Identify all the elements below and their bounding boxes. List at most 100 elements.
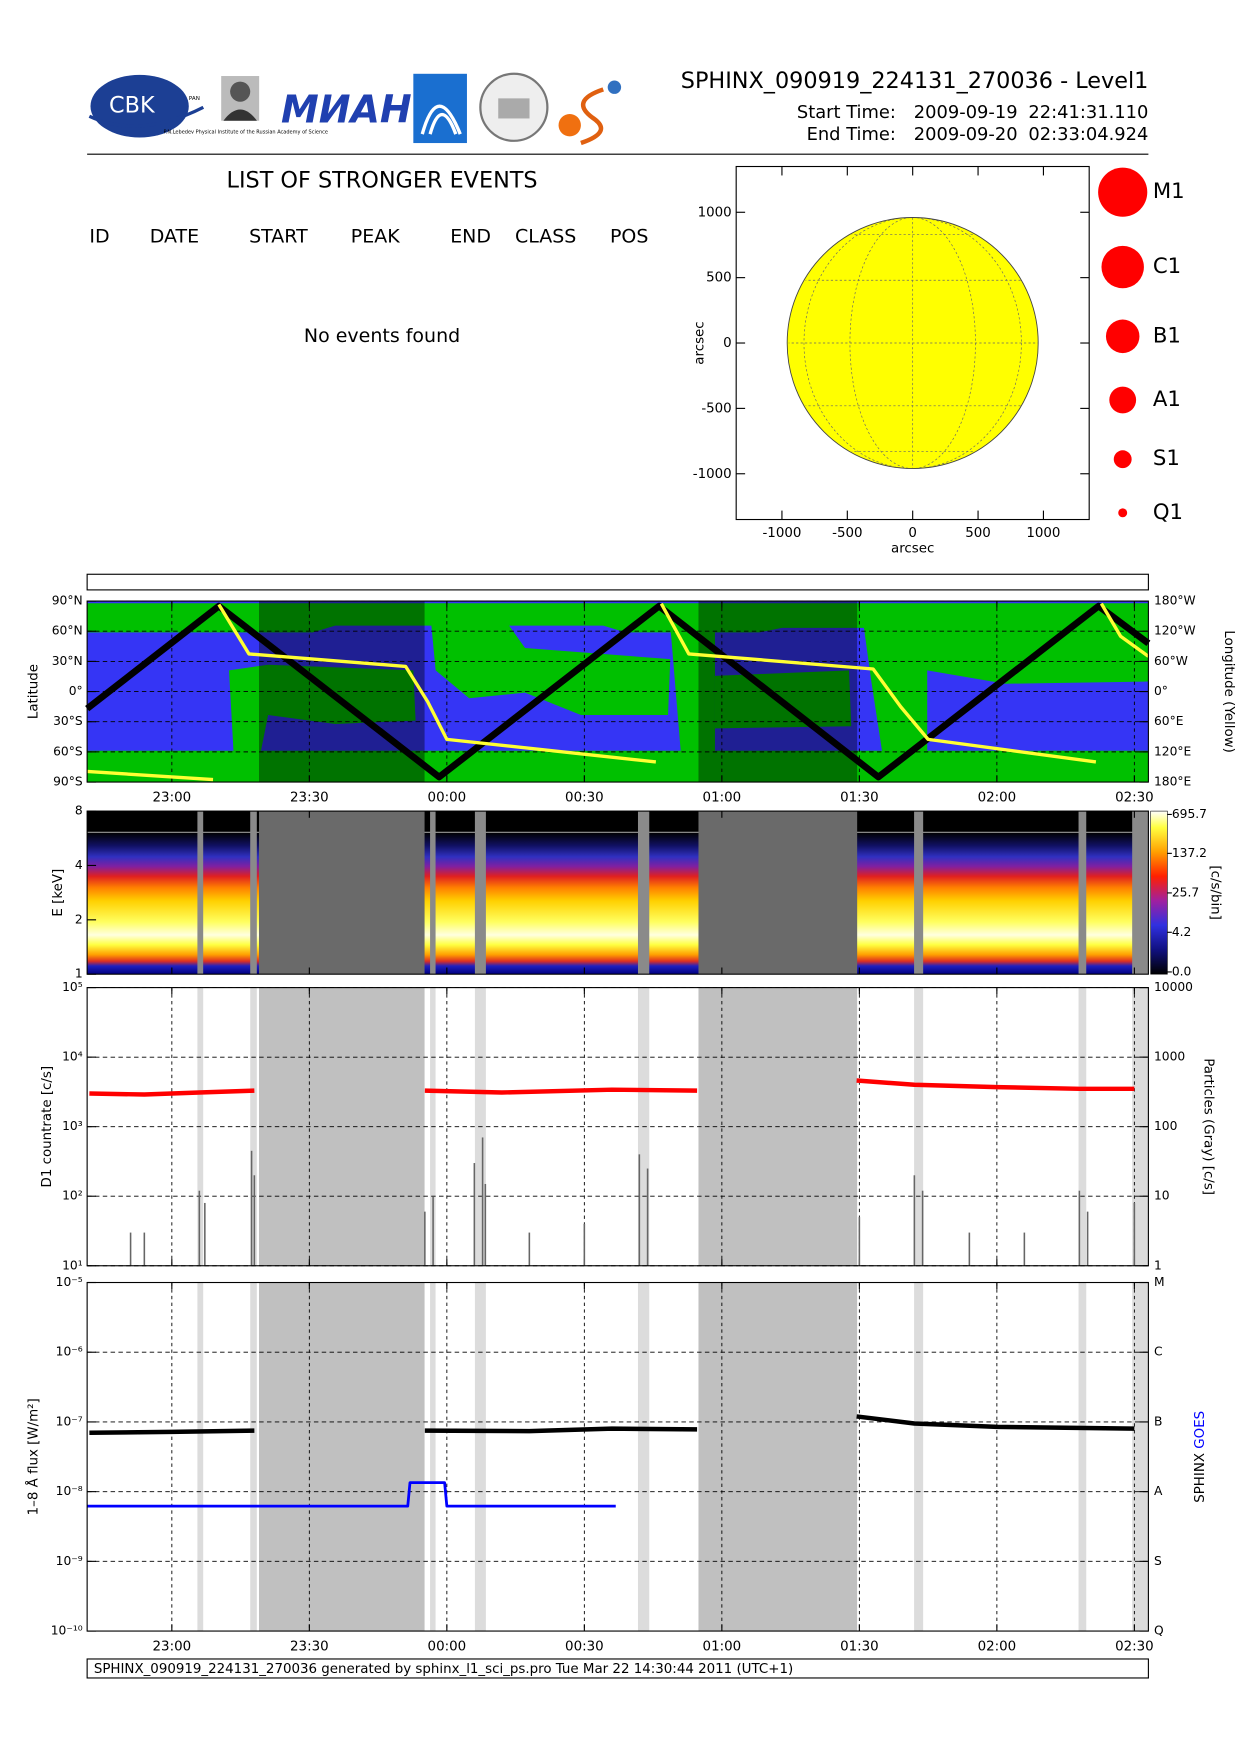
colorbar-tick-label: 695.7	[1172, 807, 1207, 821]
y-tick-label: 0°	[1154, 684, 1168, 698]
report-title: SPHINX_090919_224131_270036 - Level1	[681, 68, 1149, 94]
y-axis-label: 1–8 Å flux [W/m²]	[25, 1398, 42, 1515]
data-gap	[474, 1282, 486, 1632]
y-tick-label: 30°S	[53, 714, 83, 728]
x-tick-label: 02:30	[1115, 791, 1154, 806]
column-header: CLASS	[515, 225, 576, 247]
y-axis-label: Latitude	[27, 664, 42, 719]
sun-logo	[558, 114, 581, 137]
data-gap	[698, 1282, 858, 1632]
y-tick-label: 120°W	[1154, 624, 1196, 638]
legend-label: Q1	[1153, 500, 1183, 525]
y-tick-label: 60°N	[52, 624, 83, 638]
x-tick-label: 0	[908, 526, 917, 541]
data-gap	[474, 811, 486, 975]
data-gap	[197, 1282, 204, 1632]
colorbar-tick-label: 25.7	[1172, 885, 1199, 899]
particle-bar	[473, 1163, 476, 1266]
column-header: PEAK	[351, 225, 400, 247]
x-tick-label: 00:00	[428, 791, 467, 806]
y-tick-label: 60°W	[1154, 654, 1188, 668]
legend-entry: SPHINX	[1193, 1453, 1208, 1503]
empty-bar	[86, 573, 1149, 591]
legend-marker	[1105, 319, 1140, 354]
colorbar	[1150, 810, 1168, 975]
legend-marker	[1118, 508, 1128, 518]
particle-bar	[858, 1217, 861, 1266]
y-tick-label: 10⁻⁸	[56, 1484, 83, 1498]
start-date: 2009-09-19	[914, 102, 1018, 123]
y-tick-label: 180°E	[1154, 775, 1191, 789]
data-gap	[914, 1282, 924, 1632]
y-tick-label: -500	[701, 401, 731, 416]
data-gap	[430, 811, 436, 975]
land	[430, 612, 671, 716]
particle-bar	[1133, 1202, 1136, 1266]
end-date: 2009-09-20	[914, 124, 1018, 145]
particle-bar	[250, 1150, 253, 1266]
y-tick-label: 10⁻⁷	[56, 1414, 83, 1428]
y-tick-label: 4	[75, 858, 83, 872]
x-tick-label: 00:30	[565, 1640, 604, 1655]
column-header: ID	[89, 225, 109, 247]
land	[862, 616, 1149, 760]
y-tick-label: 500	[706, 271, 732, 286]
y-tick-label: 10³	[62, 1119, 83, 1133]
plot-frame	[86, 600, 1149, 783]
x-tick-label: 23:00	[153, 791, 192, 806]
y-tick-label: 2	[75, 912, 83, 926]
y-tick-label: Q	[1154, 1624, 1164, 1638]
particle-bar	[481, 1137, 484, 1266]
x-tick-label: 01:30	[840, 1640, 879, 1655]
data-gap	[197, 811, 204, 975]
x-tick-label: 23:30	[290, 791, 329, 806]
y-tick-label: 10	[1154, 1189, 1170, 1203]
legend-marker	[1101, 245, 1144, 289]
legend-marker	[1113, 450, 1132, 469]
y-tick-label: 10²	[62, 1189, 83, 1203]
series-line	[89, 1414, 1135, 1435]
legend-label: C1	[1153, 254, 1181, 279]
x-tick-label: 00:00	[428, 1640, 467, 1655]
miah-logo: МИАН	[281, 87, 412, 131]
data-gap	[430, 1282, 436, 1632]
y-tick-label: 10000	[1154, 980, 1193, 994]
legend-label: B1	[1153, 323, 1181, 348]
y-tick-label: 90°N	[52, 594, 83, 608]
s-logo	[580, 87, 604, 146]
stamp-building	[498, 98, 530, 119]
start-label: Start Time:	[797, 102, 896, 123]
start-time: 22:41:31.110	[1028, 102, 1148, 123]
legend: SPHINX GOES	[1193, 1411, 1208, 1503]
column-header: END	[450, 225, 491, 247]
particle-bar	[968, 1232, 971, 1266]
y-tick-label: 10¹	[62, 1258, 83, 1272]
data-gap	[1078, 811, 1087, 975]
legend-marker	[1109, 386, 1137, 414]
particle-bar	[198, 1190, 201, 1266]
y-tick-label: 120°E	[1154, 744, 1191, 758]
x-tick-label: -1000	[762, 526, 801, 541]
y-tick-label: B	[1154, 1414, 1162, 1428]
longitude-line	[87, 602, 1150, 782]
y-tick-label: 10⁴	[62, 1050, 83, 1064]
y-tick-label: -1000	[693, 467, 732, 482]
y-tick-label: 0°	[69, 684, 83, 698]
y-tick-label: 100	[1154, 1119, 1177, 1133]
events-title: LIST OF STRONGER EVENTS	[227, 168, 538, 194]
pan-text: PAN	[189, 96, 200, 102]
colorbar-tick-label: 4.2	[1172, 925, 1192, 939]
y-tick-label: 1	[75, 967, 83, 981]
colorbar-label: [c/s/bin]	[1207, 865, 1222, 920]
y-axis-label: D1 countrate [c/s]	[40, 1066, 55, 1188]
colorbar-tick-label: 137.2	[1172, 846, 1207, 860]
series-line	[87, 1481, 616, 1508]
data-gap	[1132, 811, 1149, 975]
y2-axis-label: Particles (Gray) [c/s]	[1201, 1058, 1216, 1195]
particle-bar	[143, 1232, 146, 1266]
data-gap	[250, 1282, 257, 1632]
y-tick-label: 10⁵	[62, 980, 83, 994]
particle-bar	[129, 1232, 132, 1266]
